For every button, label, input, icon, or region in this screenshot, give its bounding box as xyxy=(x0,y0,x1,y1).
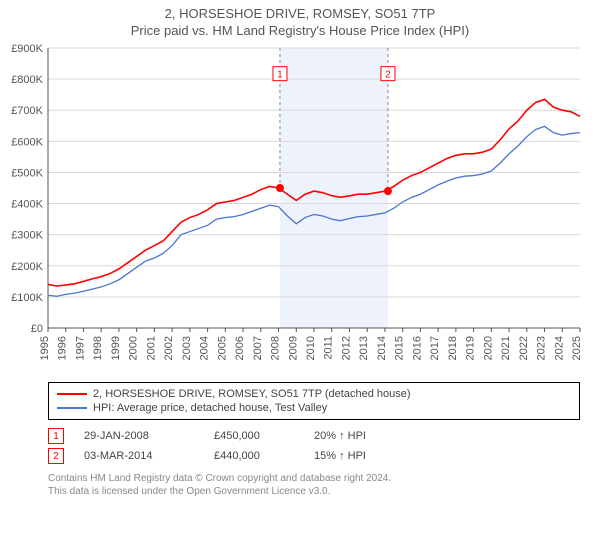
svg-text:£700K: £700K xyxy=(11,105,43,117)
svg-text:£200K: £200K xyxy=(11,261,43,273)
sale-row: 1 29-JAN-2008 £450,000 20% ↑ HPI xyxy=(48,426,580,446)
svg-text:1996: 1996 xyxy=(57,336,69,360)
svg-text:2022: 2022 xyxy=(518,336,530,360)
svg-text:2008: 2008 xyxy=(270,336,282,360)
svg-text:2007: 2007 xyxy=(252,336,264,360)
sale-price: £440,000 xyxy=(214,450,294,462)
svg-text:2017: 2017 xyxy=(429,336,441,360)
footnote: Contains HM Land Registry data © Crown c… xyxy=(48,472,580,498)
sale-row: 2 03-MAR-2014 £440,000 15% ↑ HPI xyxy=(48,446,580,466)
price-chart: £0 £100K £200K £300K £400K £500K £600K £700K £80… xyxy=(0,38,600,378)
legend-swatch xyxy=(57,407,87,409)
svg-text:2024: 2024 xyxy=(553,336,565,360)
svg-text:2015: 2015 xyxy=(394,336,406,360)
sales-table: 1 29-JAN-2008 £450,000 20% ↑ HPI 2 03-MA… xyxy=(48,426,580,466)
chart-subtitle: Price paid vs. HM Land Registry's House … xyxy=(0,21,600,38)
legend: 2, HORSESHOE DRIVE, ROMSEY, SO51 7TP (de… xyxy=(48,382,580,420)
svg-text:£0: £0 xyxy=(31,323,43,335)
svg-text:2019: 2019 xyxy=(465,336,477,360)
svg-text:1997: 1997 xyxy=(74,336,86,360)
svg-text:2011: 2011 xyxy=(323,336,335,360)
svg-text:2010: 2010 xyxy=(305,336,317,360)
footnote-line: This data is licensed under the Open Gov… xyxy=(48,485,580,498)
svg-text:1999: 1999 xyxy=(110,336,122,360)
legend-item: 2, HORSESHOE DRIVE, ROMSEY, SO51 7TP (de… xyxy=(57,387,571,401)
svg-text:2000: 2000 xyxy=(128,336,140,360)
svg-text:2020: 2020 xyxy=(482,336,494,360)
svg-text:£900K: £900K xyxy=(11,43,43,55)
sale-hpi: 15% ↑ HPI xyxy=(314,450,404,462)
legend-swatch xyxy=(57,393,87,395)
svg-text:2005: 2005 xyxy=(216,336,228,360)
sale-date: 29-JAN-2008 xyxy=(84,430,194,442)
svg-text:2021: 2021 xyxy=(500,336,512,360)
svg-text:2006: 2006 xyxy=(234,336,246,360)
svg-text:2003: 2003 xyxy=(181,336,193,360)
svg-text:2013: 2013 xyxy=(358,336,370,360)
svg-text:£100K: £100K xyxy=(11,292,43,304)
svg-text:£400K: £400K xyxy=(11,199,43,211)
svg-text:£800K: £800K xyxy=(11,74,43,86)
svg-text:2025: 2025 xyxy=(571,336,583,360)
svg-text:2012: 2012 xyxy=(340,336,352,360)
svg-text:2001: 2001 xyxy=(145,336,157,360)
chart-title: 2, HORSESHOE DRIVE, ROMSEY, SO51 7TP xyxy=(0,0,600,21)
svg-text:2002: 2002 xyxy=(163,336,175,360)
sale-date: 03-MAR-2014 xyxy=(84,450,194,462)
footnote-line: Contains HM Land Registry data © Crown c… xyxy=(48,472,580,485)
legend-label: 2, HORSESHOE DRIVE, ROMSEY, SO51 7TP (de… xyxy=(93,388,411,400)
sale-hpi: 20% ↑ HPI xyxy=(314,430,404,442)
svg-text:2: 2 xyxy=(385,70,391,81)
svg-text:2009: 2009 xyxy=(287,336,299,360)
legend-label: HPI: Average price, detached house, Test… xyxy=(93,402,327,414)
svg-text:1998: 1998 xyxy=(92,336,104,360)
svg-text:1995: 1995 xyxy=(39,336,51,360)
svg-text:£300K: £300K xyxy=(11,230,43,242)
svg-text:2023: 2023 xyxy=(536,336,548,360)
svg-text:2004: 2004 xyxy=(199,336,211,360)
svg-text:£500K: £500K xyxy=(11,167,43,179)
legend-item: HPI: Average price, detached house, Test… xyxy=(57,401,571,415)
svg-text:£600K: £600K xyxy=(11,136,43,148)
svg-text:2014: 2014 xyxy=(376,336,388,360)
sale-marker-icon: 2 xyxy=(48,448,64,464)
svg-text:2016: 2016 xyxy=(411,336,423,360)
svg-text:1: 1 xyxy=(277,70,283,81)
sale-marker-icon: 1 xyxy=(48,428,64,444)
svg-text:2018: 2018 xyxy=(447,336,459,360)
sale-price: £450,000 xyxy=(214,430,294,442)
